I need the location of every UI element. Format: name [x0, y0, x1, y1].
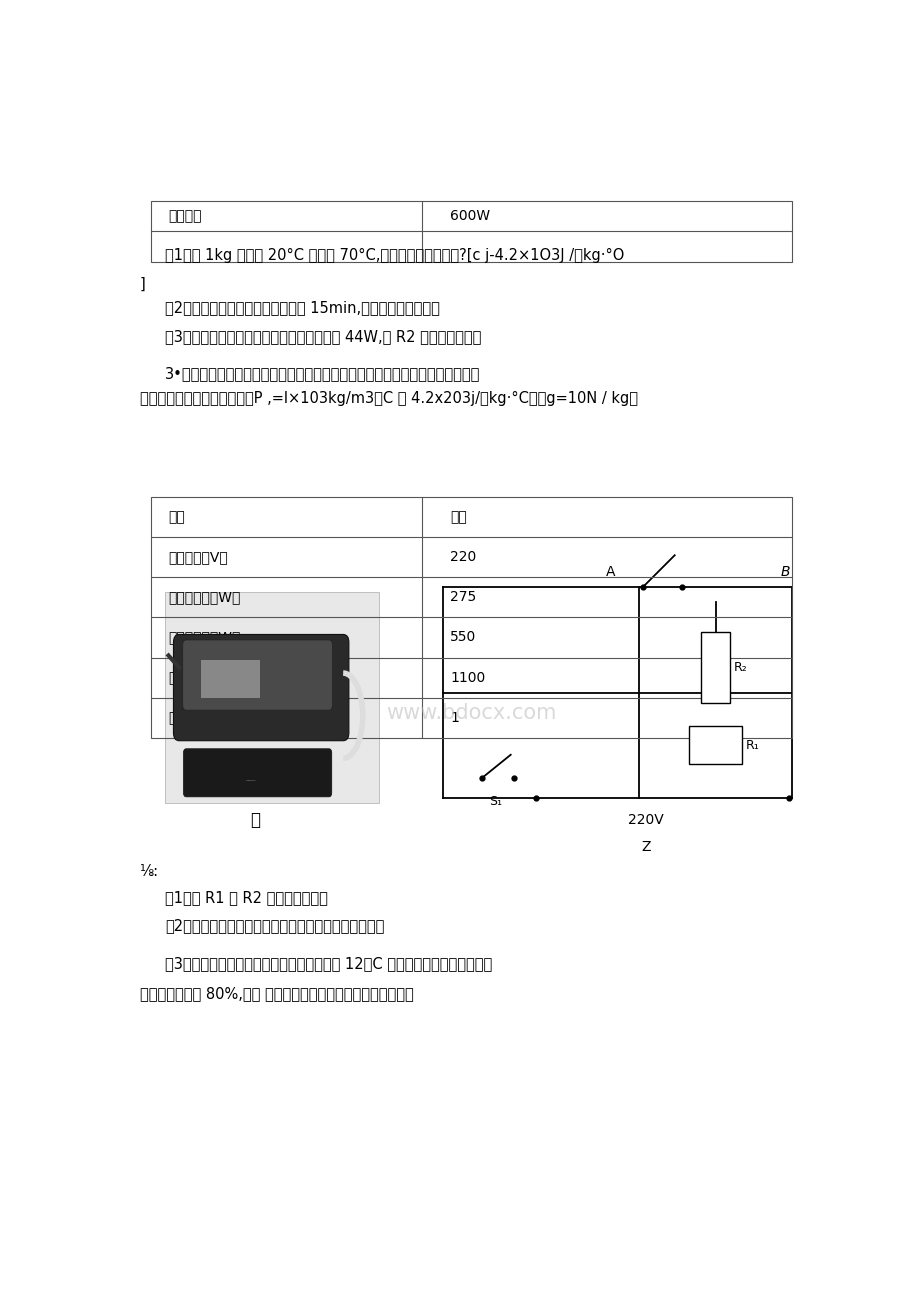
- Text: 加热功率: 加热功率: [168, 210, 202, 224]
- Text: 参数: 参数: [449, 510, 466, 525]
- Text: S₁: S₁: [489, 794, 502, 807]
- Text: R₁: R₁: [745, 738, 759, 751]
- Bar: [151, 202, 791, 262]
- Text: （1）求 R1 和 R2 串联的总阻值；: （1）求 R1 和 R2 串联的总阻值；: [165, 891, 327, 905]
- Text: 600W: 600W: [449, 210, 490, 224]
- Text: ]: ]: [140, 276, 145, 292]
- Text: 1: 1: [449, 711, 459, 725]
- Text: 220: 220: [449, 551, 476, 564]
- Text: A: A: [605, 565, 615, 579]
- Text: （2）养生壶处于中温档工作时，求电路中的电流大小；: （2）养生壶处于中温档工作时，求电路中的电流大小；: [165, 918, 384, 934]
- Text: 220V: 220V: [628, 812, 664, 827]
- Text: 3•多功能养生壶具有精细烹饪、营养量化等功能，深受市场认可和欢迎。图乙是: 3•多功能养生壶具有精细烹饪、营养量化等功能，深受市场认可和欢迎。图乙是: [165, 366, 480, 380]
- Text: （2）饮水机在加热状态下正常工作 15min,消耗的电能是多少？: （2）饮水机在加热状态下正常工作 15min,消耗的电能是多少？: [165, 301, 439, 315]
- Text: （3）若在保温状态下，饮水机消耗的功率是 44W,则 R2 的阻值是多少？: （3）若在保温状态下，饮水机消耗的功率是 44W,则 R2 的阻值是多少？: [165, 328, 481, 344]
- FancyBboxPatch shape: [183, 749, 332, 797]
- Text: B: B: [779, 565, 789, 579]
- Text: ___: ___: [245, 775, 255, 781]
- Text: 1100: 1100: [449, 671, 485, 685]
- Text: 550: 550: [449, 630, 476, 644]
- Text: （3）在标准大气压下，使用高温档将初温是 12。C 的一壶水烧开，若养生壶高: （3）在标准大气压下，使用高温档将初温是 12。C 的一壶水烧开，若养生壶高: [165, 956, 492, 971]
- Text: 项目: 项目: [168, 510, 185, 525]
- FancyBboxPatch shape: [183, 641, 332, 710]
- Text: 高温档功率（W）: 高温档功率（W）: [168, 671, 241, 685]
- Bar: [200, 660, 260, 698]
- FancyBboxPatch shape: [174, 634, 348, 741]
- Bar: [165, 592, 379, 803]
- Text: 某品牌养生壶简化电路图。（P ,=l×103kg/m3，C 产 4.2x203j/（kg·°C），g=10N / kg）: 某品牌养生壶简化电路图。（P ,=l×103kg/m3，C 产 4.2x203j…: [140, 391, 637, 406]
- Text: ⅛:: ⅛:: [140, 865, 159, 879]
- Text: 温档加热效率为 80%,求水 吸收的热量和烧开一壶水需要的时间。: 温档加热效率为 80%,求水 吸收的热量和烧开一壶水需要的时间。: [140, 987, 414, 1001]
- Bar: [688, 727, 742, 764]
- Text: Z: Z: [641, 840, 651, 854]
- Text: 275: 275: [449, 590, 476, 604]
- Text: 电源电压（V）: 电源电压（V）: [168, 551, 228, 564]
- Text: 中温档功率（W）: 中温档功率（W）: [168, 630, 241, 644]
- Text: 容积（L）: 容积（L）: [168, 711, 210, 725]
- Text: www.bdocx.com: www.bdocx.com: [386, 703, 556, 723]
- Text: 低温档功率（W）: 低温档功率（W）: [168, 590, 241, 604]
- Bar: [151, 497, 791, 738]
- Text: （1）将 1kg 的水从 20°C 加热到 70°C,水吸收的热量是多少?[c j-4.2×1O3J /（kg·°O: （1）将 1kg 的水从 20°C 加热到 70°C,水吸收的热量是多少?[c …: [165, 249, 624, 263]
- Bar: [700, 633, 729, 703]
- Text: R₂: R₂: [732, 661, 746, 674]
- Text: 甲: 甲: [250, 811, 260, 829]
